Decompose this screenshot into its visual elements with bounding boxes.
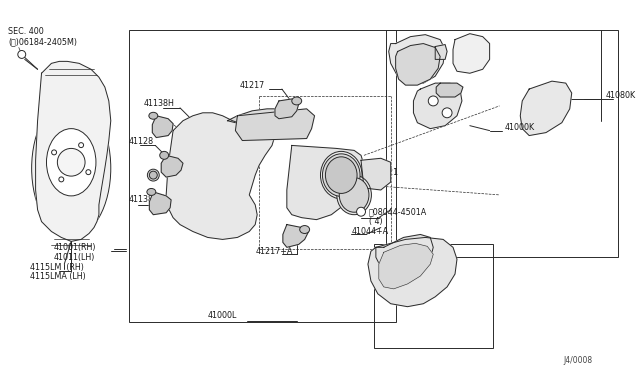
Polygon shape <box>388 35 445 83</box>
Polygon shape <box>166 113 275 240</box>
Polygon shape <box>283 225 308 247</box>
Text: 41001(RH): 41001(RH) <box>53 243 96 252</box>
Polygon shape <box>453 34 490 73</box>
Circle shape <box>428 96 438 106</box>
Circle shape <box>79 142 84 148</box>
Text: 41138H: 41138H <box>143 99 174 108</box>
Text: 41000L: 41000L <box>208 311 237 320</box>
Text: 4115LMA (LH): 4115LMA (LH) <box>29 273 85 282</box>
Circle shape <box>86 170 91 174</box>
Polygon shape <box>435 45 447 60</box>
Polygon shape <box>361 158 390 190</box>
Text: 41080K: 41080K <box>605 92 636 100</box>
Ellipse shape <box>149 112 158 119</box>
Circle shape <box>408 52 422 66</box>
Text: (Ⓑ)06184-2405M): (Ⓑ)06184-2405M) <box>8 37 77 46</box>
Ellipse shape <box>337 175 371 215</box>
Polygon shape <box>413 83 462 129</box>
Ellipse shape <box>321 151 362 199</box>
Text: 41217: 41217 <box>239 81 264 90</box>
Text: 41138H: 41138H <box>129 195 159 204</box>
Circle shape <box>147 169 159 181</box>
Polygon shape <box>436 83 463 97</box>
Bar <box>374 244 493 348</box>
Text: 41121: 41121 <box>374 168 399 177</box>
Text: Ⓑ08044-4501A: Ⓑ08044-4501A <box>369 207 427 216</box>
Polygon shape <box>368 237 457 307</box>
Text: SEC. 400: SEC. 400 <box>8 27 44 36</box>
Circle shape <box>18 51 26 58</box>
Polygon shape <box>236 109 314 141</box>
Text: J4/0008: J4/0008 <box>564 356 593 365</box>
Text: 41044+A: 41044+A <box>351 227 388 236</box>
Circle shape <box>59 177 64 182</box>
Text: 41128: 41128 <box>129 137 154 146</box>
Polygon shape <box>396 44 440 85</box>
Ellipse shape <box>300 225 310 234</box>
Text: 41011(LH): 41011(LH) <box>53 253 95 262</box>
Text: ( 4): ( 4) <box>369 217 383 226</box>
Circle shape <box>149 171 157 179</box>
Polygon shape <box>152 116 173 138</box>
Polygon shape <box>520 81 572 135</box>
Ellipse shape <box>339 177 369 212</box>
Bar <box>386 30 618 257</box>
Ellipse shape <box>323 154 360 196</box>
Polygon shape <box>161 155 183 177</box>
Ellipse shape <box>325 157 357 193</box>
Polygon shape <box>36 61 111 241</box>
Polygon shape <box>376 234 433 277</box>
Bar <box>129 30 396 321</box>
Circle shape <box>52 150 56 155</box>
Polygon shape <box>149 192 171 215</box>
Circle shape <box>356 207 365 216</box>
Ellipse shape <box>58 148 85 176</box>
Ellipse shape <box>47 129 96 196</box>
Text: 41000K: 41000K <box>504 123 534 132</box>
Ellipse shape <box>147 189 156 195</box>
Polygon shape <box>227 109 297 126</box>
Polygon shape <box>379 243 433 289</box>
Ellipse shape <box>160 151 169 159</box>
Ellipse shape <box>31 99 111 237</box>
Circle shape <box>442 108 452 118</box>
Text: 41217+A: 41217+A <box>255 247 292 256</box>
Ellipse shape <box>292 97 301 105</box>
Text: 4115LM  (RH): 4115LM (RH) <box>29 263 84 272</box>
Polygon shape <box>275 99 299 119</box>
Polygon shape <box>287 145 364 219</box>
